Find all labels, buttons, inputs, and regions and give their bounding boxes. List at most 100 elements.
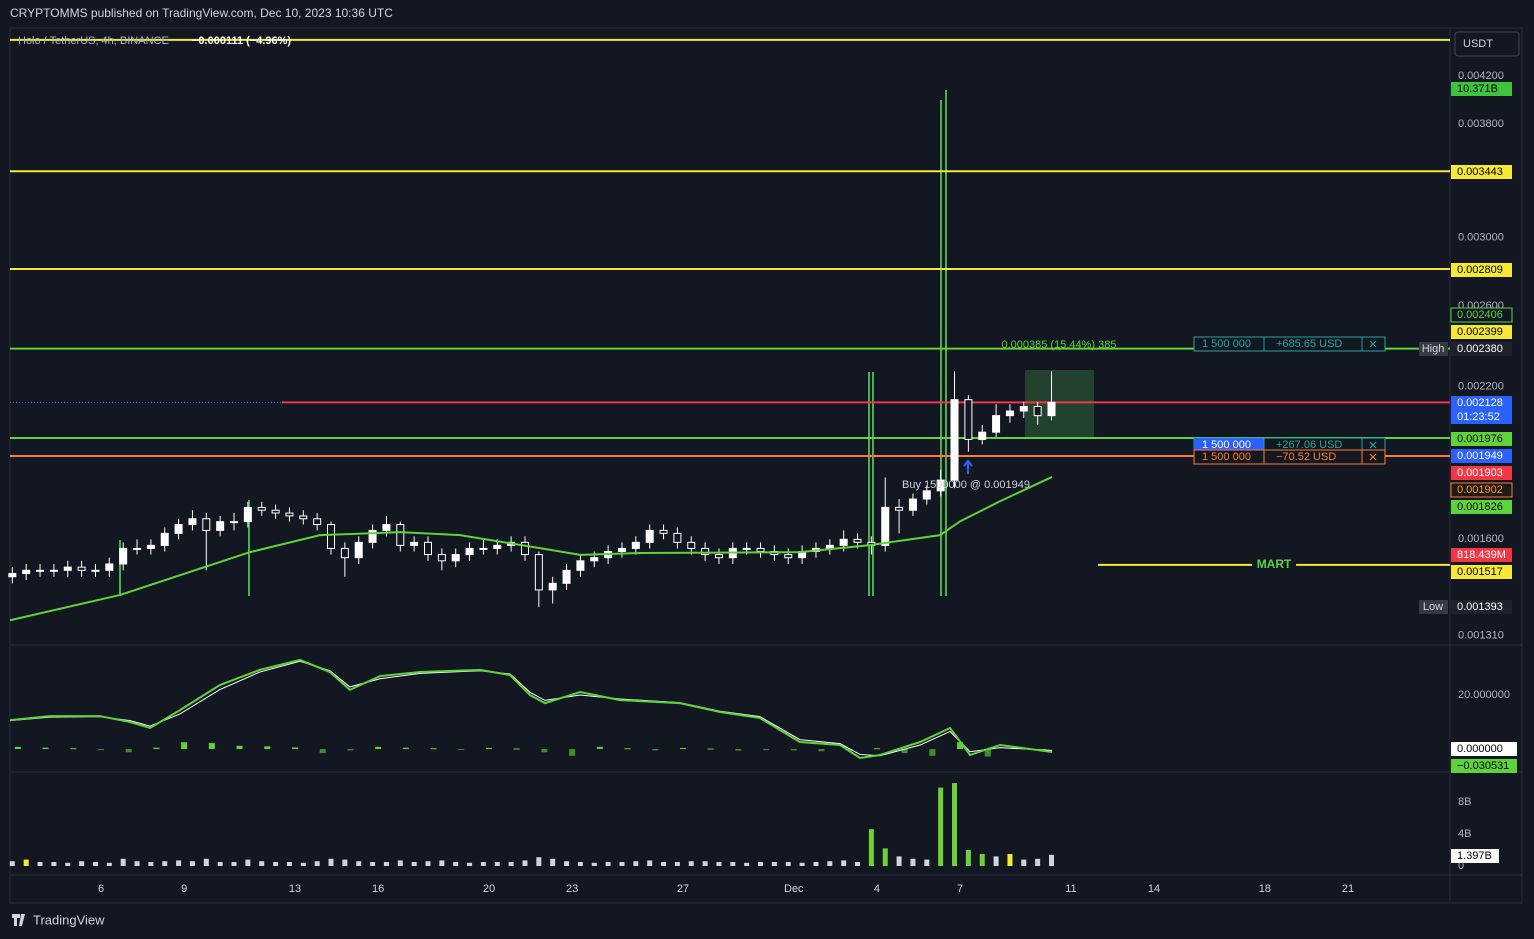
candle-body	[299, 515, 308, 520]
price-label-box	[1451, 432, 1512, 446]
annotation: Buy 1500000 @ 0.001949	[902, 479, 1030, 491]
osc-hist-bar	[181, 742, 188, 750]
osc-hist-bar	[984, 749, 991, 757]
volume-bar	[9, 861, 15, 866]
volume-bar	[92, 862, 98, 866]
osc-hist-bar	[596, 746, 603, 750]
volume-bar	[106, 862, 112, 866]
label-prefix-box	[1419, 342, 1448, 356]
candle-body	[451, 554, 460, 562]
volume-bar	[494, 862, 500, 866]
volume-bar	[176, 860, 182, 866]
x-tick-label: 18	[1259, 883, 1271, 895]
osc-hist-bar	[347, 749, 354, 751]
volume-bar	[397, 860, 403, 866]
volume-bar	[1035, 858, 1041, 866]
volume-bar	[217, 862, 223, 866]
price-label: 0.001949	[1457, 450, 1503, 462]
volume-bar	[952, 783, 958, 866]
candle-body	[714, 554, 723, 559]
osc-hist-bar	[679, 747, 686, 750]
volume-bar	[785, 862, 791, 866]
volume-bar	[536, 857, 542, 866]
volume-tick-label: 4B	[1458, 828, 1471, 840]
volume-bar	[328, 858, 334, 866]
candle-body	[63, 566, 72, 571]
legend-title: Holo / TetherUS, 4h, BINANCE	[18, 35, 169, 47]
osc-hist-bar	[153, 747, 160, 750]
candle-body	[617, 547, 626, 552]
candle-body	[922, 490, 931, 500]
candle-body	[119, 547, 128, 565]
volume-bar	[564, 861, 570, 866]
volume-bar	[758, 862, 764, 866]
osc-hist-bar	[485, 747, 492, 750]
close-icon	[1369, 340, 1377, 348]
candle-body	[382, 524, 391, 531]
volume-bar	[259, 861, 265, 866]
osc-hist-bar	[735, 749, 742, 751]
price-label-box	[1451, 325, 1512, 339]
osc-hist-bar	[873, 748, 880, 750]
volume-bar	[605, 862, 611, 866]
candle-body	[1033, 405, 1042, 417]
candle-body	[493, 544, 502, 549]
volume-bar	[411, 862, 417, 866]
price-label-box	[1451, 565, 1512, 579]
volume-bar	[273, 862, 279, 866]
volume-bar	[979, 854, 985, 866]
currency-box[interactable]	[1454, 31, 1520, 57]
price-label: 0.001826	[1457, 501, 1503, 513]
candle-body	[202, 518, 211, 531]
osc-hist-bar	[624, 748, 631, 750]
candle-body	[424, 541, 433, 556]
candle-body	[257, 506, 266, 511]
osc-hist-bar	[790, 749, 797, 751]
x-tick-label: 21	[1342, 883, 1354, 895]
candle-body	[631, 541, 640, 549]
volume-bar	[467, 862, 473, 866]
candle-body	[784, 554, 793, 559]
volume-bar	[1049, 854, 1055, 866]
volume-label: 1.397B	[1457, 850, 1492, 862]
volume-bar	[79, 861, 85, 866]
volume-bar	[65, 862, 71, 866]
volume-bar	[633, 861, 639, 866]
osc-hist-bar	[458, 749, 465, 751]
price-label: 0.002128	[1457, 397, 1503, 409]
osc-hist-bar	[707, 748, 714, 750]
volume-bar	[51, 862, 57, 866]
x-tick-label: 14	[1148, 883, 1160, 895]
candle-body	[950, 399, 959, 481]
x-tick-label: 16	[372, 883, 384, 895]
candle-body	[562, 569, 571, 584]
volume-bar	[688, 861, 694, 866]
price-label-box	[1451, 82, 1512, 96]
volume-bar	[245, 859, 251, 866]
price-label: 0.001902	[1457, 484, 1503, 496]
volume-bar	[716, 862, 722, 866]
candle-body	[936, 479, 945, 492]
volume-bar	[134, 861, 140, 866]
price-label-box	[1451, 466, 1512, 480]
position-qty: 1 500 000	[1202, 439, 1251, 451]
candle-body	[160, 532, 169, 546]
candle-body	[327, 524, 336, 549]
osc-hist-bar	[42, 747, 49, 750]
candle-body	[22, 569, 31, 575]
candle-body	[659, 529, 668, 534]
price-label-box	[1451, 500, 1512, 514]
candle-body	[839, 538, 848, 546]
osc-hist-bar	[402, 747, 409, 750]
candle-body	[908, 498, 917, 511]
x-tick-label: 9	[181, 883, 187, 895]
candle-body	[534, 554, 543, 591]
osc-hist-bar	[957, 742, 964, 750]
volume-bar	[162, 861, 168, 866]
volume-tick-label: 8B	[1458, 796, 1471, 808]
volume-bar	[356, 861, 362, 866]
price-label: 0.001517	[1457, 566, 1503, 578]
candle-body	[313, 518, 322, 526]
frame	[9, 27, 1523, 904]
